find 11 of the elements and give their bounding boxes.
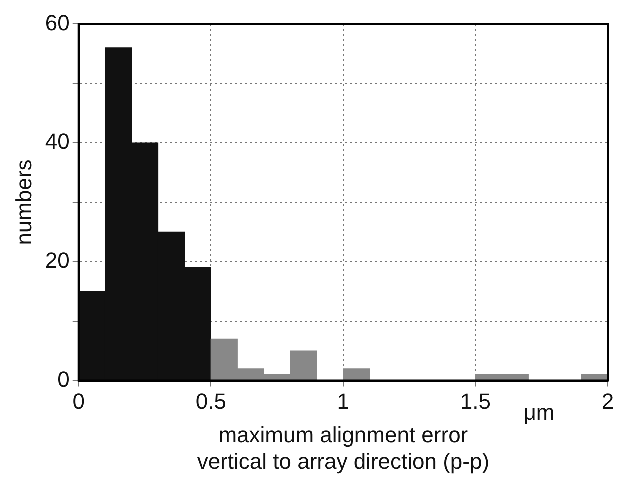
text: μm bbox=[524, 400, 555, 425]
x-tick-label: 0.5 bbox=[196, 389, 226, 414]
y-tick-label: 0 bbox=[58, 366, 70, 392]
y-tick-label: 20 bbox=[45, 248, 70, 273]
y-tick-label: 60 bbox=[45, 10, 70, 36]
y-axis-title: numbers bbox=[11, 160, 36, 246]
x-axis-title: maximum alignment error vertical to array direction (p-p) bbox=[197, 422, 490, 474]
x-tick-label: 2 bbox=[602, 389, 614, 414]
x-tick-label: 1 bbox=[337, 389, 350, 414]
x-tick-label: 1.5 bbox=[460, 389, 492, 414]
y-tick-label: 40 bbox=[45, 129, 70, 154]
